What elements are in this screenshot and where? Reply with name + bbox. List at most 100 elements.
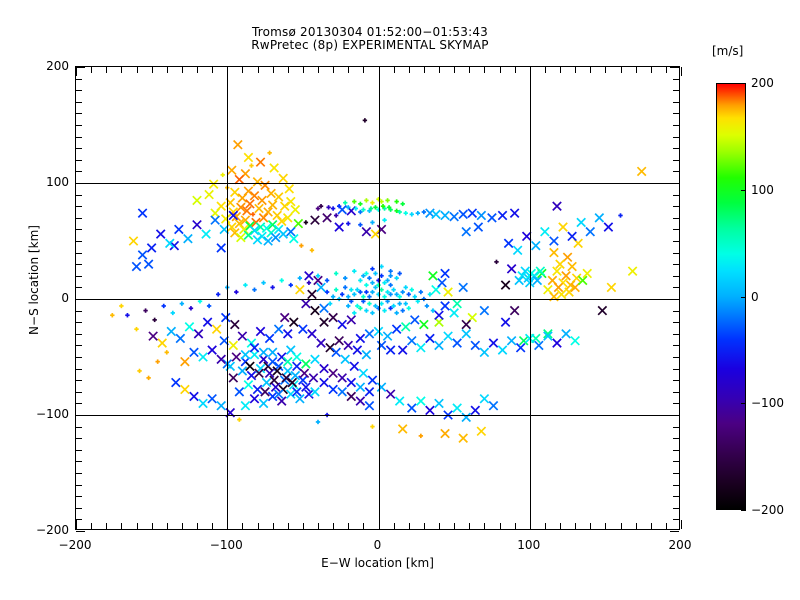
- scatter-marker-plus: [303, 220, 309, 225]
- scatter-marker-cross: [461, 226, 472, 237]
- scatter-marker-plus: [306, 280, 312, 285]
- scatter-marker-plus: [234, 289, 239, 295]
- scatter-marker-cross: [285, 226, 296, 237]
- colorbar-tick-mark: [741, 296, 746, 298]
- scatter-marker-cross: [234, 386, 245, 397]
- axis-tick-minor: [469, 523, 471, 529]
- scatter-marker-plus: [382, 280, 387, 285]
- scatter-marker-cross: [470, 405, 481, 416]
- axis-tick-minor: [121, 67, 123, 73]
- scatter-marker-cross: [254, 203, 264, 214]
- axis-tick-major: [227, 67, 229, 76]
- scatter-marker-plus: [137, 368, 142, 374]
- axis-tick-minor: [136, 523, 138, 529]
- axis-tick-minor: [514, 523, 516, 529]
- scatter-marker-cross: [331, 347, 341, 358]
- scatter-marker-plus: [382, 217, 387, 223]
- scatter-marker-cross: [180, 356, 190, 367]
- scatter-marker-cross: [370, 229, 381, 239]
- axis-tick-minor: [76, 229, 82, 231]
- scatter-marker-plus: [243, 282, 248, 288]
- scatter-marker-plus: [370, 424, 375, 429]
- scatter-marker-plus: [382, 308, 387, 313]
- scatter-marker-plus: [340, 292, 345, 297]
- scatter-marker-cross: [355, 333, 366, 344]
- axis-tick-minor: [76, 357, 82, 358]
- axis-tick-minor: [76, 484, 82, 486]
- axis-tick-minor: [76, 206, 82, 208]
- scatter-marker-plus: [309, 248, 315, 253]
- scatter-marker-plus: [315, 206, 321, 211]
- scatter-marker-cross: [228, 210, 239, 221]
- scatter-marker-plus: [361, 273, 366, 278]
- axis-tick-minor: [454, 67, 456, 73]
- scatter-marker-cross: [276, 352, 287, 362]
- axis-tick-major: [76, 67, 77, 76]
- scatter-marker-cross: [440, 428, 450, 439]
- scatter-marker-plus: [361, 207, 366, 212]
- scatter-marker-cross: [476, 210, 487, 221]
- scatter-marker-cross: [146, 243, 157, 253]
- scatter-marker-cross: [171, 377, 181, 388]
- axis-tick-major: [670, 67, 679, 68]
- axis-tick-minor: [318, 67, 319, 73]
- y-tick-label: −100: [36, 407, 69, 421]
- scatter-marker-cross: [328, 312, 338, 323]
- scatter-marker-cross: [307, 328, 317, 339]
- scatter-marker-cross: [169, 240, 180, 251]
- scatter-marker-cross: [220, 214, 231, 224]
- scatter-marker-cross: [189, 347, 199, 358]
- axis-tick-major: [670, 415, 679, 416]
- scatter-marker-cross: [552, 338, 562, 348]
- axis-tick-minor: [673, 148, 679, 150]
- scatter-marker-cross: [288, 233, 299, 244]
- axis-tick-minor: [673, 496, 679, 498]
- scatter-marker-plus: [343, 275, 348, 281]
- scatter-marker-plus: [343, 285, 348, 290]
- scatter-marker-cross: [290, 370, 301, 381]
- scatter-marker-cross: [204, 189, 214, 200]
- scatter-marker-cross: [299, 368, 310, 379]
- scatter-marker-cross: [497, 345, 508, 355]
- axis-tick-minor: [423, 523, 425, 529]
- scatter-marker-cross: [479, 305, 490, 316]
- scatter-marker-plus: [164, 350, 169, 355]
- scatter-marker-cross: [233, 139, 243, 150]
- scatter-marker-cross: [240, 215, 251, 225]
- scatter-marker-plus: [370, 310, 375, 316]
- scatter-marker-plus: [373, 205, 378, 210]
- scatter-marker-cross: [273, 324, 284, 334]
- scatter-marker-cross: [506, 335, 517, 346]
- scatter-marker-plus: [400, 201, 405, 207]
- scatter-marker-plus: [406, 306, 411, 311]
- scatter-marker-cross: [236, 232, 246, 243]
- scatter-marker-plus: [330, 206, 336, 211]
- axis-tick-minor: [673, 171, 679, 173]
- axis-tick-minor: [76, 333, 82, 335]
- axis-tick-minor: [673, 322, 679, 324]
- axis-tick-minor: [673, 519, 679, 521]
- axis-tick-minor: [673, 368, 679, 370]
- scatter-marker-cross: [367, 375, 378, 386]
- scatter-marker-cross: [257, 195, 267, 206]
- scatter-marker-cross: [226, 222, 237, 232]
- scatter-marker-cross: [325, 342, 335, 353]
- scatter-marker-cross: [292, 361, 302, 372]
- scatter-marker-plus: [370, 289, 375, 295]
- scatter-marker-plus: [353, 206, 359, 211]
- axis-tick-minor: [76, 241, 82, 242]
- scatter-marker-cross: [267, 391, 278, 402]
- scatter-marker-cross: [301, 359, 311, 369]
- scatter-marker-plus: [394, 208, 399, 214]
- scatter-marker-plus: [368, 206, 374, 211]
- axis-tick-minor: [76, 426, 82, 428]
- scatter-marker-cross: [273, 192, 284, 202]
- axis-tick-minor: [76, 113, 82, 115]
- scatter-marker-cross: [479, 393, 490, 404]
- scatter-marker-cross: [240, 400, 251, 411]
- scatter-marker-plus: [343, 200, 348, 205]
- scatter-marker-cross: [514, 275, 524, 286]
- scatter-marker-cross: [461, 412, 472, 423]
- axis-tick-minor: [673, 473, 679, 474]
- scatter-marker-plus: [367, 294, 372, 299]
